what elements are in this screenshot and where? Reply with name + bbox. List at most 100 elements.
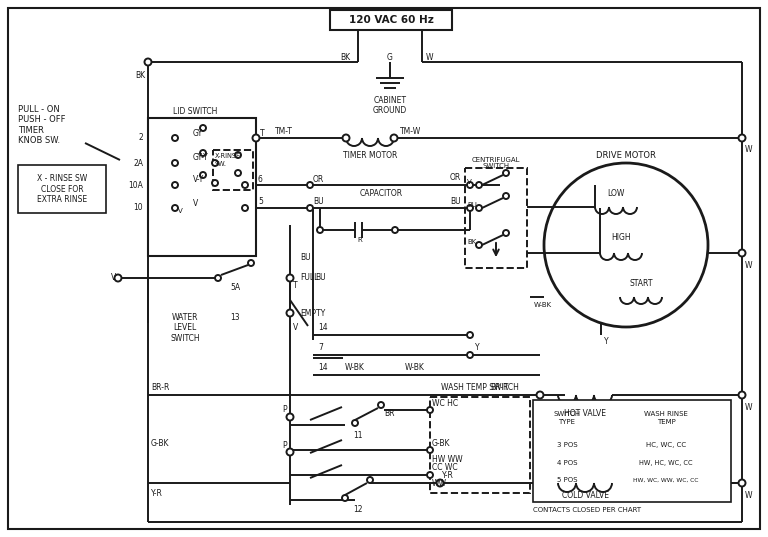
Text: Y-R: Y-R <box>442 471 454 481</box>
Text: OR: OR <box>313 175 324 184</box>
Text: 5 POS: 5 POS <box>557 477 578 483</box>
Circle shape <box>467 182 473 188</box>
Text: P: P <box>283 440 287 449</box>
Bar <box>533 400 731 502</box>
Circle shape <box>242 205 248 211</box>
Text: W: W <box>745 260 753 270</box>
Circle shape <box>215 275 221 281</box>
Text: 4 POS: 4 POS <box>557 460 578 466</box>
Text: 11: 11 <box>353 431 362 439</box>
Text: BU: BU <box>300 252 311 262</box>
Text: HW WW: HW WW <box>432 455 462 465</box>
Circle shape <box>172 135 178 141</box>
Text: LID SWITCH: LID SWITCH <box>173 107 217 117</box>
Text: PULL - ON
PUSH - OFF
TIMER
KNOB SW.: PULL - ON PUSH - OFF TIMER KNOB SW. <box>18 105 65 145</box>
Text: 120 VAC 60 Hz: 120 VAC 60 Hz <box>349 15 433 25</box>
Text: HC, WC, CC: HC, WC, CC <box>646 442 686 448</box>
Text: T: T <box>260 128 265 137</box>
Circle shape <box>144 59 151 66</box>
Circle shape <box>392 227 398 233</box>
Text: CENTRIFUGAL
SWITCH: CENTRIFUGAL SWITCH <box>472 156 520 170</box>
Circle shape <box>286 448 293 455</box>
Text: WASH RINSE
TEMP: WASH RINSE TEMP <box>644 411 688 425</box>
Text: BU: BU <box>313 198 323 207</box>
Text: Y-R: Y-R <box>151 489 163 497</box>
Circle shape <box>390 134 398 142</box>
Circle shape <box>212 160 218 166</box>
Circle shape <box>212 180 218 186</box>
Text: HOT VALVE: HOT VALVE <box>564 409 606 417</box>
Text: 6: 6 <box>258 175 263 184</box>
Text: W-BK: W-BK <box>534 302 552 308</box>
Text: WC HC: WC HC <box>432 398 458 408</box>
Text: W: W <box>745 490 753 499</box>
Circle shape <box>114 274 121 281</box>
Text: T: T <box>293 281 298 291</box>
Text: V: V <box>293 323 298 332</box>
Text: G-BK: G-BK <box>151 439 170 447</box>
Text: EMPTY: EMPTY <box>300 308 326 317</box>
Text: BR: BR <box>384 409 395 417</box>
Text: G: G <box>387 54 393 62</box>
Bar <box>148 118 256 256</box>
Circle shape <box>467 352 473 358</box>
Text: WATER
LEVEL
SWITCH: WATER LEVEL SWITCH <box>170 313 200 343</box>
Text: W: W <box>745 146 753 155</box>
Text: V: V <box>111 273 116 282</box>
Text: 5: 5 <box>258 198 263 207</box>
Circle shape <box>352 420 358 426</box>
Text: HIGH: HIGH <box>611 233 631 242</box>
Text: X - RINSE SW
CLOSE FOR
EXTRA RINSE: X - RINSE SW CLOSE FOR EXTRA RINSE <box>37 174 87 204</box>
Text: TM-W: TM-W <box>400 127 422 136</box>
Circle shape <box>317 227 323 233</box>
Text: GY-Y: GY-Y <box>193 154 209 163</box>
Bar <box>465 168 527 268</box>
Text: OR: OR <box>450 173 462 183</box>
Circle shape <box>242 182 248 188</box>
Text: WASH TEMP SWITCH: WASH TEMP SWITCH <box>441 382 519 391</box>
Circle shape <box>200 150 206 156</box>
Text: 10: 10 <box>134 204 143 213</box>
Text: 12: 12 <box>353 505 362 514</box>
Text: P: P <box>283 405 287 415</box>
Text: DRIVE MOTOR: DRIVE MOTOR <box>596 150 656 159</box>
Text: 10A: 10A <box>128 180 143 190</box>
Text: CABINET
GROUND: CABINET GROUND <box>373 96 407 115</box>
Circle shape <box>248 260 254 266</box>
Text: W: W <box>745 403 753 411</box>
Text: G-BK: G-BK <box>432 439 451 447</box>
Text: TIMER MOTOR: TIMER MOTOR <box>343 150 397 159</box>
Circle shape <box>343 134 349 142</box>
Circle shape <box>503 193 509 199</box>
Text: W: W <box>426 54 433 62</box>
Circle shape <box>503 230 509 236</box>
Circle shape <box>476 182 482 188</box>
Circle shape <box>172 205 178 211</box>
Bar <box>330 10 452 30</box>
Text: BU: BU <box>315 272 326 281</box>
Text: 7: 7 <box>318 344 323 352</box>
Text: CC WC: CC WC <box>432 463 458 473</box>
Bar <box>18 165 106 213</box>
Bar <box>213 150 253 190</box>
Circle shape <box>537 391 544 398</box>
Circle shape <box>436 480 443 487</box>
Text: V: V <box>467 179 472 185</box>
Text: TM-T: TM-T <box>275 127 293 136</box>
Text: BK: BK <box>135 70 145 79</box>
Bar <box>430 397 530 493</box>
Text: CONTACTS CLOSED PER CHART: CONTACTS CLOSED PER CHART <box>533 507 641 513</box>
Circle shape <box>286 274 293 281</box>
Text: FULL: FULL <box>300 273 319 282</box>
Circle shape <box>476 205 482 211</box>
Circle shape <box>342 495 348 501</box>
Circle shape <box>427 472 433 478</box>
Text: GY: GY <box>193 128 203 137</box>
Text: 2A: 2A <box>133 158 143 168</box>
Text: HW, HC, WC, CC: HW, HC, WC, CC <box>639 460 693 466</box>
Circle shape <box>427 447 433 453</box>
Circle shape <box>286 413 293 420</box>
Text: BU: BU <box>450 197 461 206</box>
Circle shape <box>467 205 473 211</box>
Circle shape <box>739 391 746 398</box>
